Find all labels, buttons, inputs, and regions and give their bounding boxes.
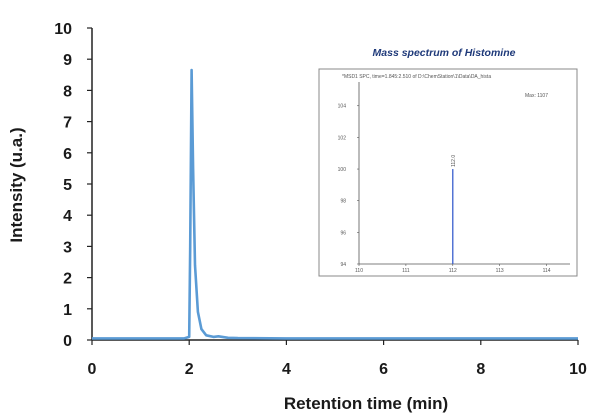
x-tick-label: 6	[379, 361, 388, 378]
inset-peak-label: 112.0	[451, 155, 457, 167]
x-tick-label: 2	[185, 361, 194, 378]
y-tick-label: 1	[63, 302, 72, 319]
inset-y-tick-label: 102	[338, 135, 347, 141]
inset-x-tick-label: 114	[543, 268, 551, 274]
inset-frame	[318, 68, 578, 277]
y-tick-label: 5	[63, 177, 72, 194]
y-tick-label: 0	[63, 333, 72, 350]
y-axis-title: Intensity (u.a.)	[7, 127, 26, 242]
y-tick-label: 9	[63, 52, 72, 69]
inset-y-tick-label: 98	[340, 199, 346, 205]
series-layer	[92, 68, 578, 340]
inset-peak-layer: 112.0	[451, 155, 457, 264]
inset-x-tick-label: 113	[496, 268, 504, 274]
inset-axes	[358, 82, 570, 265]
inset-legend: Max: 1107	[525, 93, 548, 99]
inset-y-tick-label: 104	[338, 104, 347, 110]
inset-header: *MSD1 SPC, time=1.845:2.510 of D:\ChemSt…	[342, 74, 491, 80]
x-tick-label: 10	[569, 361, 587, 378]
x-axis-ticks: 0 2 4 6 8 10	[88, 340, 587, 378]
inset-x-tick-label: 110	[355, 268, 363, 274]
y-axis-ticks: 0 1 2 3 4 5 6 7 8 9 10	[54, 21, 92, 350]
series-line	[92, 68, 578, 340]
inset-y-tick-label: 94	[340, 262, 346, 268]
y-tick-label: 8	[63, 83, 72, 100]
y-tick-label: 3	[63, 239, 72, 256]
inset-y-tick-label: 96	[340, 230, 346, 236]
inset-y-tick-label: 100	[338, 167, 347, 173]
y-tick-label: 7	[63, 115, 72, 132]
y-tick-label: 10	[54, 21, 72, 38]
x-axis-title: Retention time (min)	[284, 394, 448, 413]
inset-x-tick-label: 111	[402, 268, 410, 274]
inset-y-ticks: 94 96 98 100 102 104	[338, 104, 359, 268]
x-tick-label: 0	[88, 361, 97, 378]
inset-title: Mass spectrum of Histomine	[373, 47, 516, 59]
y-tick-label: 4	[63, 208, 72, 225]
x-tick-label: 8	[476, 361, 485, 378]
x-tick-label: 4	[282, 361, 291, 378]
mass-spectrum-inset: Mass spectrum of Histomine *MSD1 SPC, ti…	[318, 47, 578, 277]
y-tick-label: 6	[63, 146, 72, 163]
inset-x-ticks: 110 111 112 113 114	[355, 264, 551, 274]
inset-x-tick-label: 112	[449, 268, 457, 274]
y-tick-label: 2	[63, 271, 72, 288]
